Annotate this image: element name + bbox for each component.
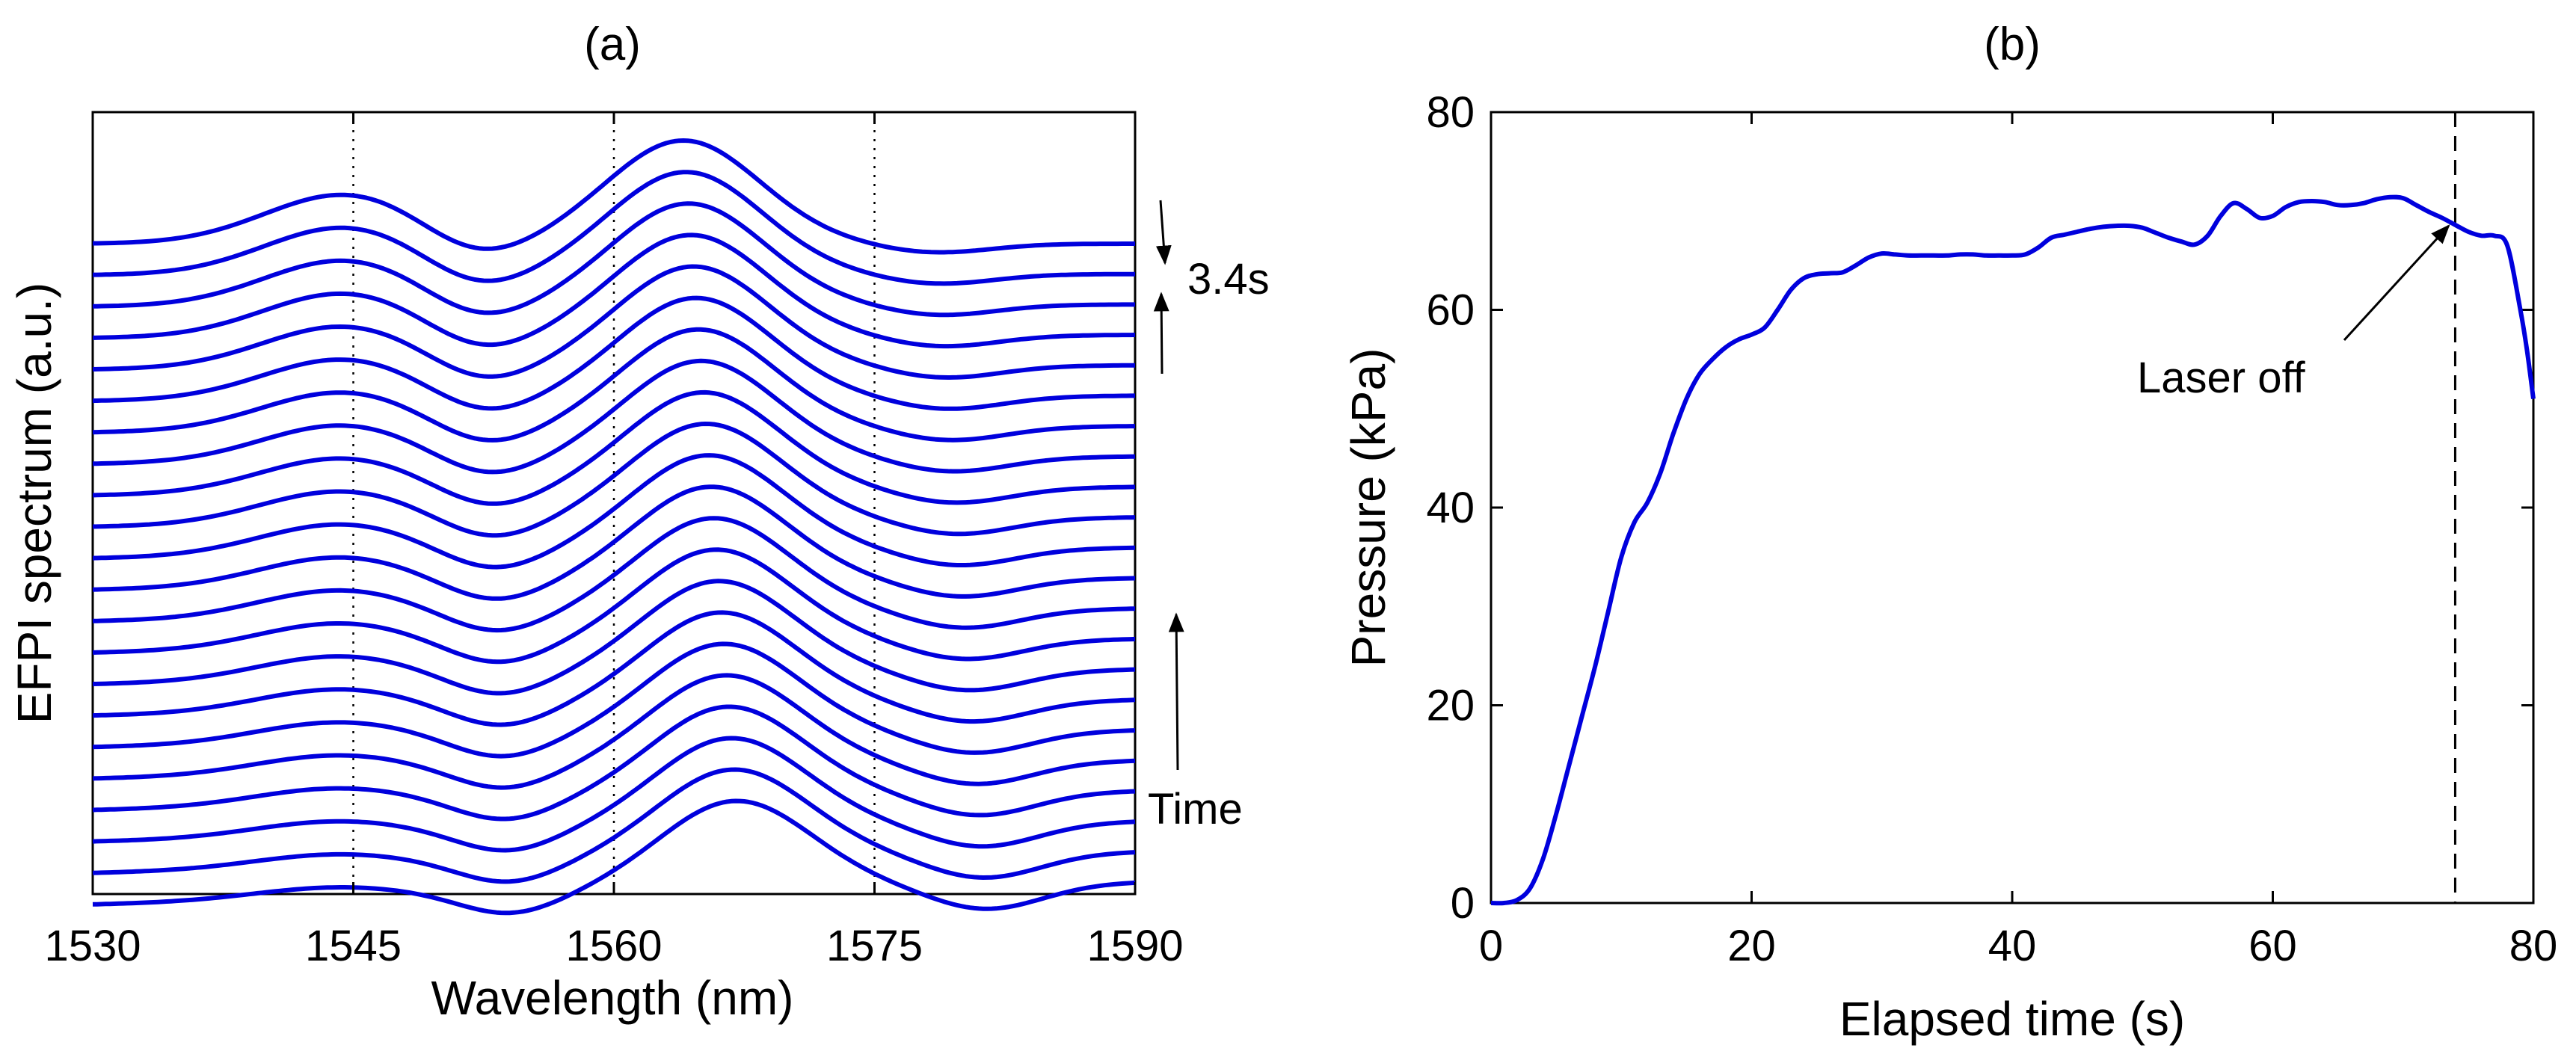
- panel-b-ticks: 0 20 40 60 80 0 20 40 60 80: [1426, 88, 2557, 970]
- panel-b-y-tick-label: 20: [1426, 682, 1475, 730]
- panel-b: (b) 0 20 40 60 80 0 20 40 60 80 Laser off Elapsed…: [1341, 19, 2557, 1046]
- panel-a-x-axis-label: Wavelength (nm): [431, 971, 794, 1025]
- panel-a-x-tick-label: 1590: [1086, 922, 1183, 970]
- spectrum-trace: [92, 579, 1136, 696]
- spectrum-trace: [92, 516, 1136, 633]
- laser-off-label: Laser off: [2137, 354, 2306, 402]
- spectrum-trace: [92, 422, 1136, 538]
- spectrum-trace: [92, 767, 1136, 884]
- spectrum-trace: [93, 201, 1135, 318]
- spectrum-trace: [92, 264, 1135, 380]
- spectrum-trace: [92, 641, 1136, 759]
- panel-a-y-axis-label: EFPI spectrum (a.u.): [7, 283, 61, 724]
- pressure-series-line: [1490, 194, 2536, 906]
- panel-b-plot-frame: [1490, 111, 2535, 904]
- spectrum-trace: [92, 798, 1136, 916]
- spectrum-trace: [92, 704, 1136, 822]
- spectrum-trace: [92, 389, 1136, 506]
- panel-b-x-axis-label: Elapsed time (s): [1839, 992, 2185, 1046]
- spacing-arrow-top: [1155, 200, 1172, 265]
- spectrum-trace: [92, 547, 1136, 665]
- panel-b-y-tick-label: 0: [1451, 879, 1475, 928]
- spectrum-trace: [92, 295, 1135, 411]
- panel-b-y-axis-label: Pressure (kPa): [1341, 348, 1395, 668]
- panel-a-x-tick-label: 1545: [305, 922, 402, 970]
- spectrum-trace: [92, 327, 1135, 443]
- panel-a: (a) 1530 1545 1560 1575 1590 Wavelength (nm)…: [7, 19, 1270, 1025]
- spectrum-trace: [93, 138, 1135, 255]
- spectrum-trace: [92, 232, 1136, 349]
- panel-b-y-tick-label: 60: [1426, 286, 1475, 335]
- time-arrow: [1168, 612, 1184, 771]
- panel-b-x-tick-label: 60: [2248, 922, 2297, 970]
- time-label: Time: [1148, 785, 1243, 833]
- spectrum-trace: [92, 736, 1136, 853]
- panel-a-x-ticks: 1530 1545 1560 1575 1590: [44, 112, 1184, 970]
- spectrum-trace: [93, 170, 1135, 286]
- panel-b-x-tick-label: 20: [1727, 922, 1776, 970]
- panel-a-label: (a): [584, 19, 641, 70]
- spacing-arrow-bottom: [1153, 292, 1169, 375]
- spacing-label: 3.4s: [1187, 255, 1270, 303]
- laser-off-arrow: [2343, 224, 2450, 342]
- panel-b-y-tick-label: 40: [1426, 484, 1475, 532]
- panel-a-x-tick-label: 1575: [826, 922, 923, 970]
- spectrum-trace: [92, 610, 1136, 727]
- spectrum-trace: [92, 673, 1136, 790]
- spectrum-trace: [92, 484, 1136, 601]
- panel-a-x-tick-label: 1530: [44, 922, 141, 970]
- panel-b-x-tick-label: 40: [1988, 922, 2037, 970]
- panel-b-y-tick-label: 80: [1426, 88, 1475, 137]
- panel-a-traces: [92, 138, 1136, 916]
- spectrum-trace: [92, 453, 1136, 570]
- panel-a-x-tick-label: 1560: [565, 922, 662, 970]
- panel-b-x-tick-label: 0: [1479, 922, 1503, 970]
- panel-b-x-tick-label: 80: [2509, 922, 2558, 970]
- spectrum-trace: [92, 358, 1136, 475]
- panel-b-label: (b): [1984, 19, 2041, 70]
